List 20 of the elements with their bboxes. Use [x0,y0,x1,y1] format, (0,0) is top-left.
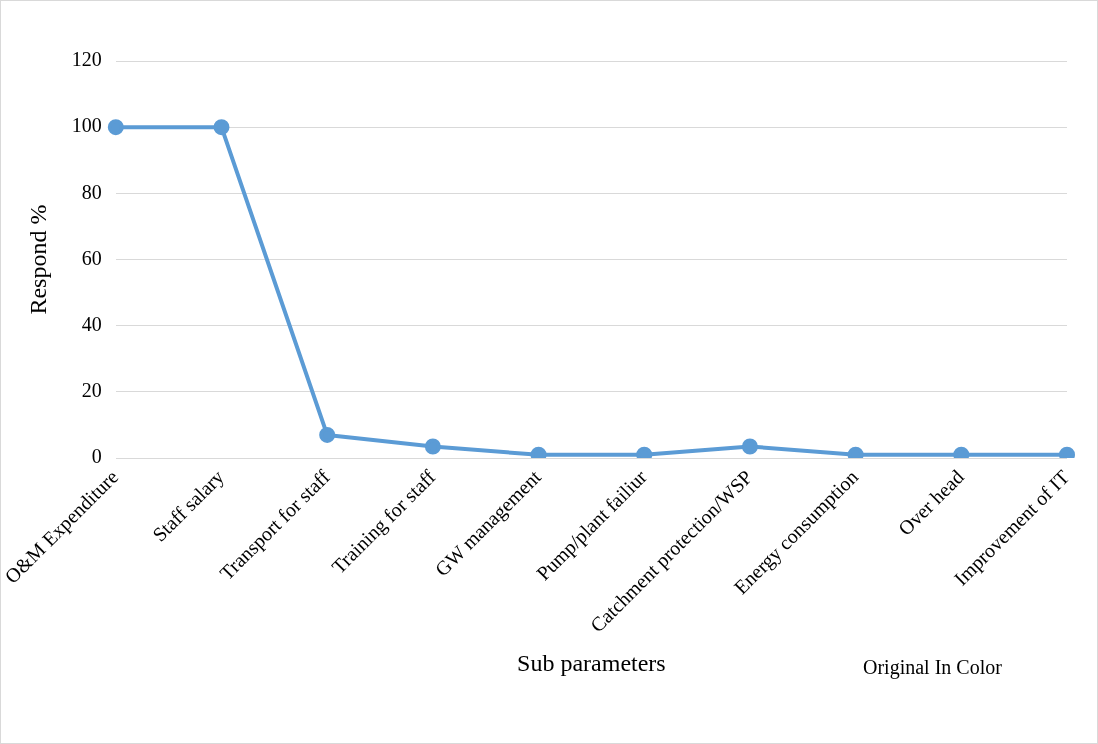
y-tick-label: 80 [81,180,102,203]
point [953,446,970,459]
x-axis-title: Sub parameters [517,649,666,676]
point [213,119,230,136]
point [847,446,864,459]
point [107,119,124,136]
y-axis-title: Respond % [24,204,51,315]
point [424,438,441,455]
y-tick-label: 0 [91,445,102,468]
y-tick-label: 100 [71,114,102,137]
point [741,438,758,455]
y-tick-label: 40 [81,312,102,335]
y-tick-label: 120 [71,48,102,71]
y-tick-label: 20 [81,379,102,402]
y-tick-label: 60 [81,246,102,269]
point [1059,446,1075,459]
text: Original In Color [863,656,1002,679]
point [530,446,547,459]
point [636,446,653,459]
point [319,426,336,443]
